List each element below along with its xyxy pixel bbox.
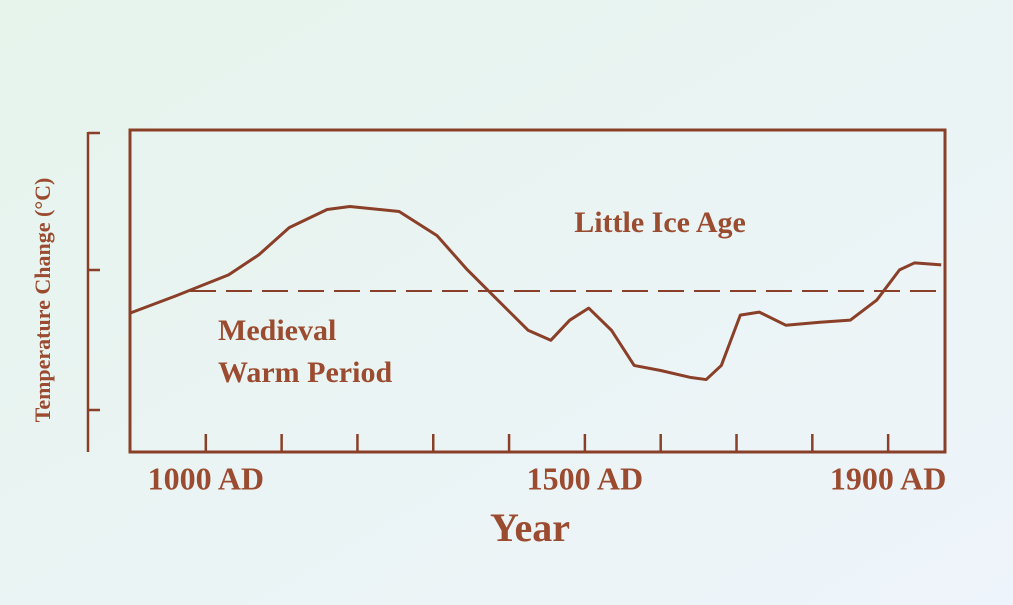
x-axis-label: Year [490,505,570,550]
y-axis-bracket [86,131,100,452]
x-tick-label: 1900 AD [830,460,946,496]
x-tick-label: 1500 AD [527,460,643,496]
y-axis-label: Temperature Change (°C) [30,178,55,423]
annotation: Medieval [218,314,336,347]
annotation: Little Ice Age [574,206,746,239]
x-tick-label: 1000 AD [148,460,264,496]
plot-frame [128,128,947,454]
annotation: Warm Period [218,356,392,389]
data-line [129,204,942,382]
